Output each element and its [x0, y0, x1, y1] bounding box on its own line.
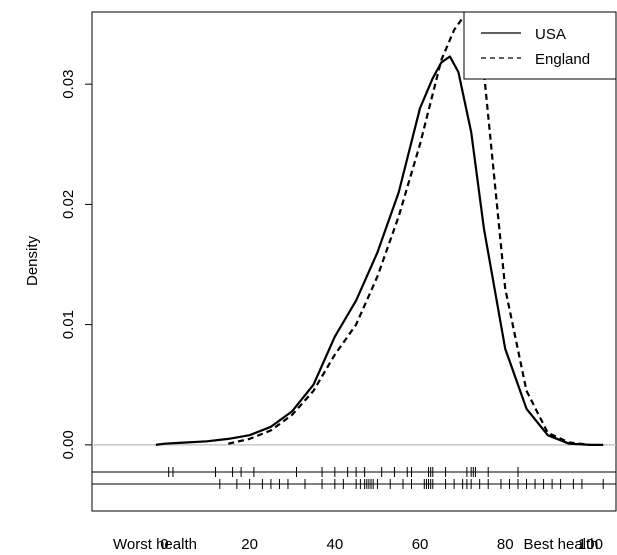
- rug-marks: [92, 467, 616, 489]
- x-axis: 0 20 40 60 80 100: [160, 536, 603, 553]
- density-curves: [155, 16, 604, 446]
- y-tick-label: 0.00: [60, 430, 77, 459]
- y-tick-label: 0.03: [60, 70, 77, 99]
- y-tick-label: 0.01: [60, 310, 77, 339]
- x-tick-label: 40: [326, 536, 343, 553]
- x-tick-label: 60: [412, 536, 429, 553]
- x-tick-label: 0: [160, 536, 168, 553]
- series-line-usa: [155, 55, 604, 446]
- x-tick-label: 100: [578, 536, 603, 553]
- series-line-england: [228, 16, 591, 446]
- legend-box: [463, 11, 617, 80]
- x-tick-label: 80: [497, 536, 514, 553]
- y-tick-label: 0.02: [60, 190, 77, 219]
- legend-label-usa: USA: [535, 26, 566, 43]
- legend: USA England: [463, 11, 617, 80]
- legend-label-england: England: [535, 51, 590, 68]
- plot-frame: [91, 11, 617, 512]
- y-axis: 0.00 0.01 0.02 0.03: [60, 70, 92, 459]
- y-axis-label: Density: [24, 235, 41, 286]
- x-tick-label: 20: [241, 536, 258, 553]
- x-end-label-right: Best health: [523, 536, 598, 553]
- x-end-label-left: Worst health: [113, 536, 197, 553]
